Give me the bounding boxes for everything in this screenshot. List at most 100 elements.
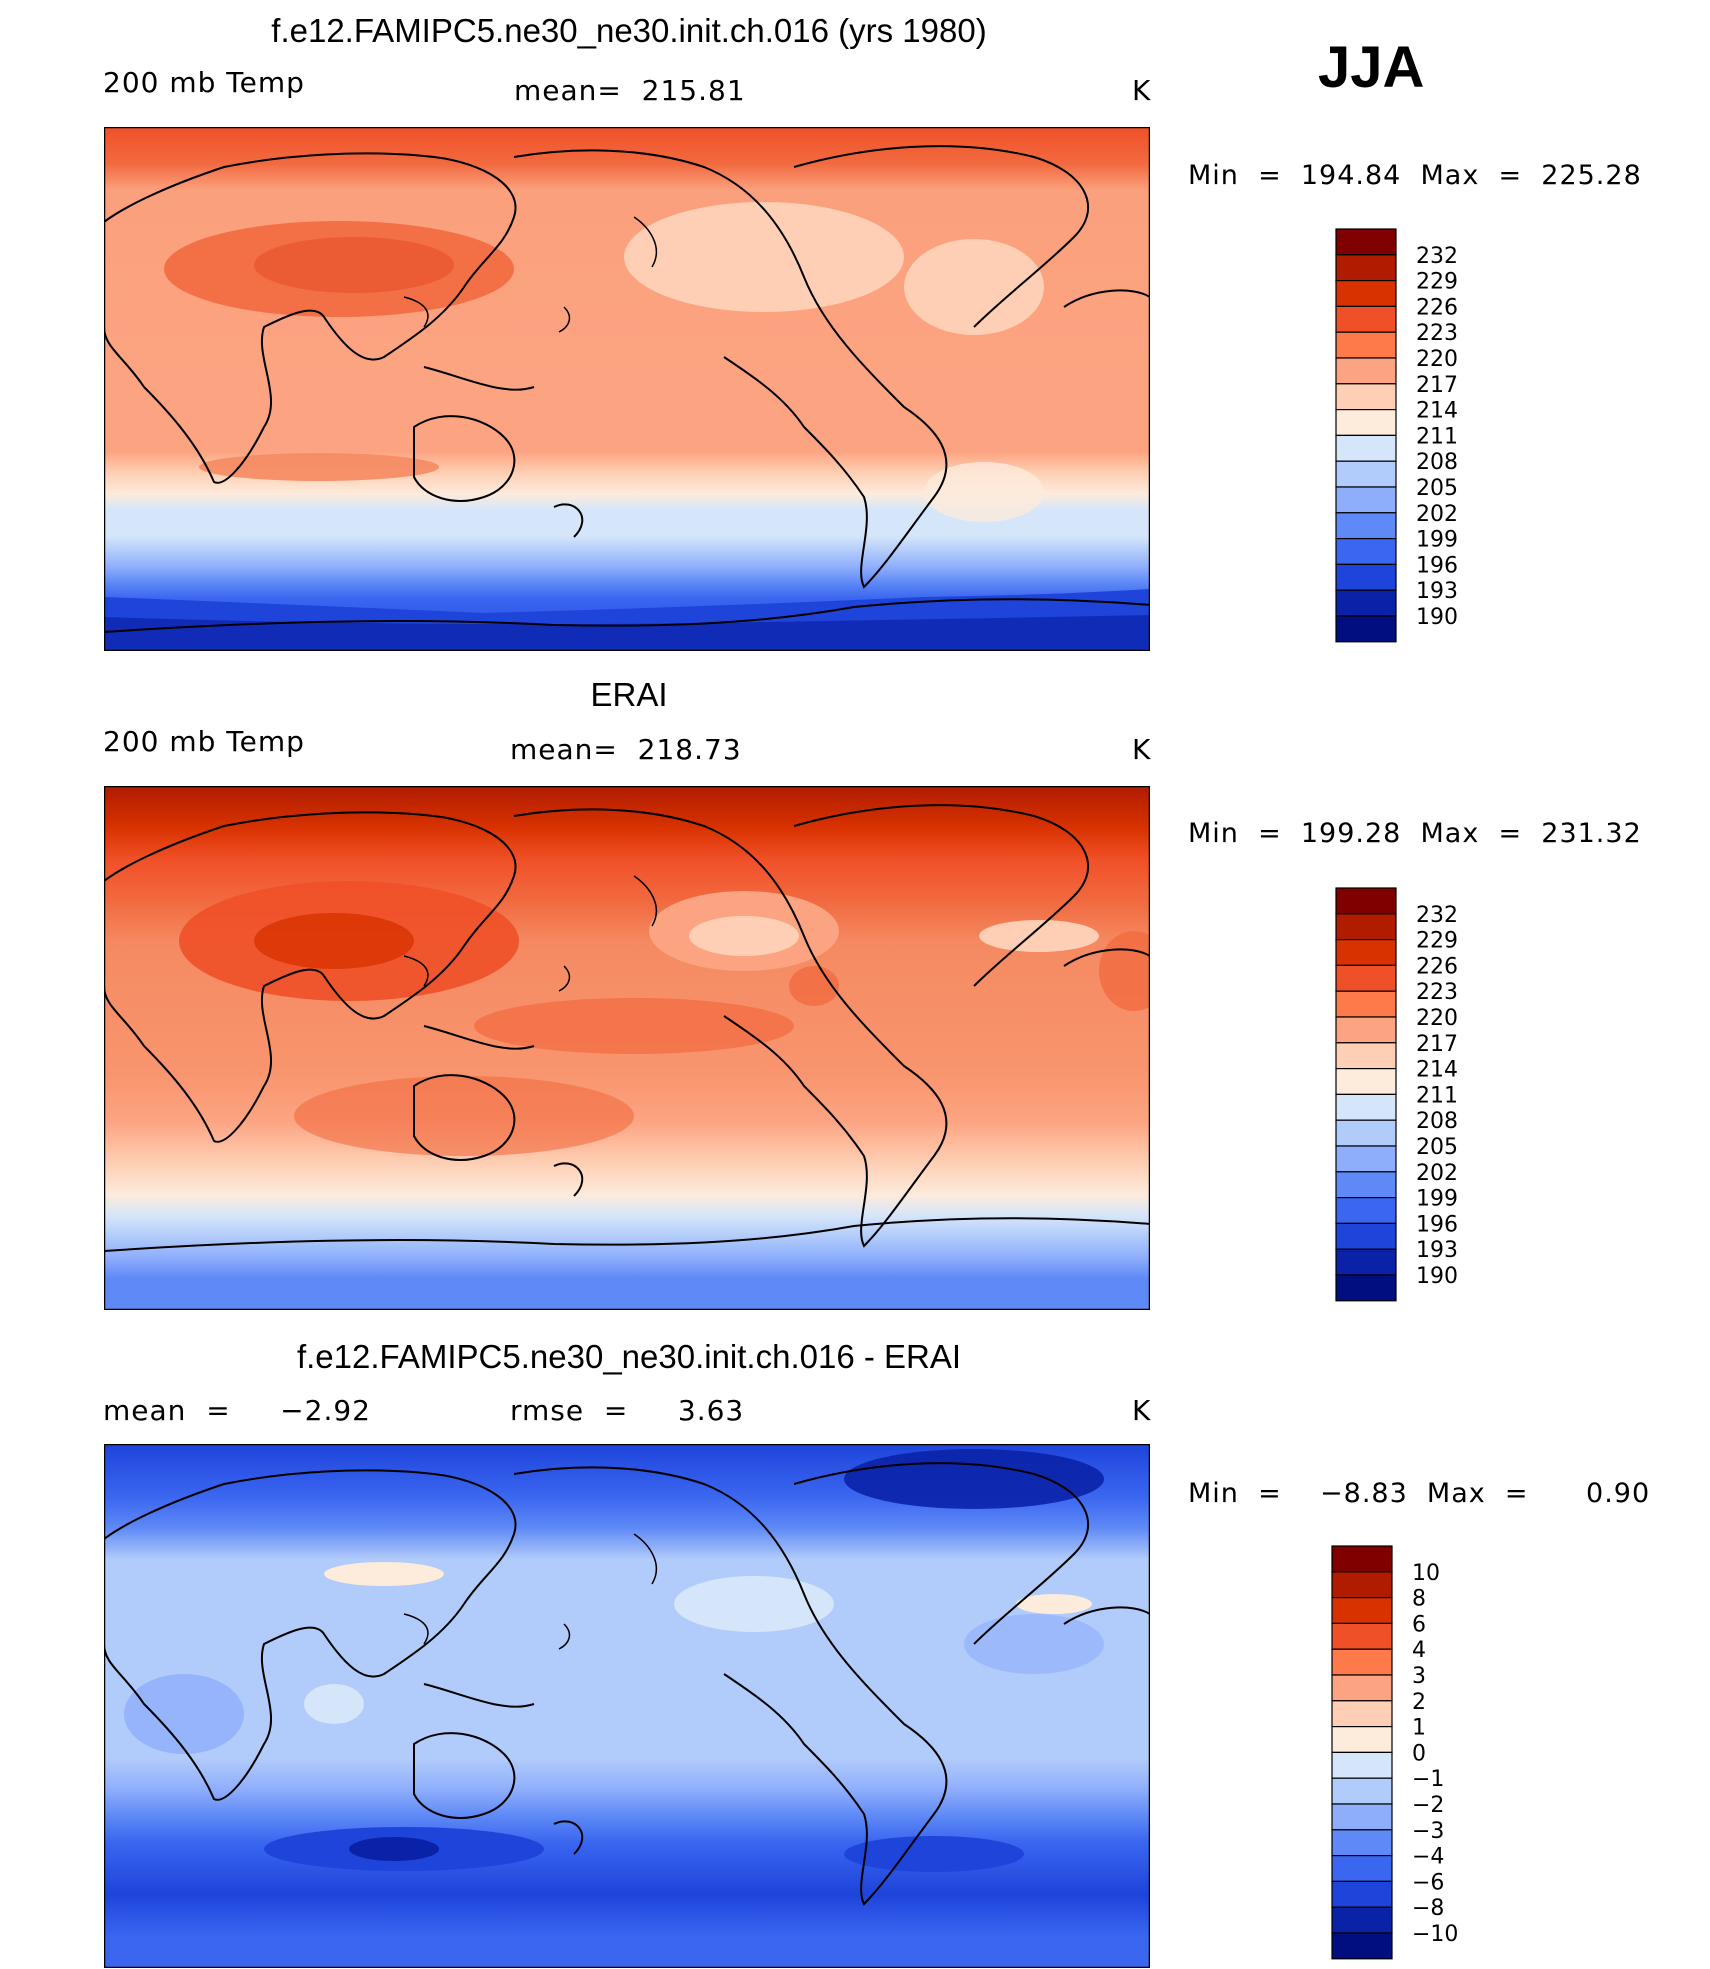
colorbar-swatch xyxy=(1331,1855,1393,1883)
colorbar-swatch xyxy=(1335,1222,1397,1250)
colorbar-swatch xyxy=(1335,434,1397,462)
colorbar-tick-label: 205 xyxy=(1416,476,1458,501)
colorbar-swatch xyxy=(1331,1571,1393,1599)
colorbar-tick-label: 208 xyxy=(1416,1109,1458,1134)
colorbar-tick-label: 190 xyxy=(1416,605,1458,630)
panel1-minmax: Min = 194.84 Max = 225.28 xyxy=(1188,160,1642,191)
colorbar-tick-label: 217 xyxy=(1416,373,1458,398)
colorbar-tick-label: 205 xyxy=(1416,1135,1458,1160)
colorbar-tick-label: 214 xyxy=(1416,399,1458,424)
panel1-title: f.e12.FAMIPC5.ne30_ne30.init.ch.016 (yrs… xyxy=(271,12,987,49)
colorbar-swatch xyxy=(1335,589,1397,617)
season-label: JJA xyxy=(1318,35,1425,100)
colorbar-tick-label: 6 xyxy=(1412,1612,1426,1637)
colorbar-tick-label: 199 xyxy=(1416,1187,1458,1212)
panel3-mean-label: mean = −2.92 xyxy=(103,1394,371,1427)
colorbar-swatch xyxy=(1335,409,1397,437)
colorbar-tick-label: 199 xyxy=(1416,528,1458,553)
colorbar-swatch xyxy=(1331,1545,1393,1573)
colorbar-swatch xyxy=(1335,887,1397,915)
panel3-unit-label: K xyxy=(1132,1394,1152,1427)
colorbar-tick-label: −1 xyxy=(1412,1767,1444,1792)
colorbar-tick-label: −6 xyxy=(1412,1870,1444,1895)
panel1-unit-label: K xyxy=(1132,74,1152,107)
colorbar-swatch xyxy=(1331,1596,1393,1624)
panel2-mean-label: mean= 218.73 xyxy=(510,733,742,766)
colorbar-tick-label: 196 xyxy=(1416,1212,1458,1237)
colorbar-tick-label: 202 xyxy=(1416,502,1458,527)
colorbar-swatch xyxy=(1335,279,1397,307)
colorbar-tick-label: 10 xyxy=(1412,1561,1440,1586)
colorbar-swatch xyxy=(1335,305,1397,333)
colorbar-swatch xyxy=(1335,1093,1397,1121)
panel1-coastlines xyxy=(104,145,1150,633)
colorbar-swatch xyxy=(1331,1803,1393,1831)
colorbar-tick-label: 196 xyxy=(1416,553,1458,578)
colorbar-tick-label: 232 xyxy=(1416,244,1458,269)
colorbar-tick-label: 226 xyxy=(1416,295,1458,320)
colorbar-swatch xyxy=(1331,1700,1393,1728)
panel1-pacific-cool-region xyxy=(624,202,904,312)
panel1-map xyxy=(104,127,1150,651)
panel2-unit-label: K xyxy=(1132,733,1152,766)
colorbar-swatch xyxy=(1335,512,1397,540)
panel2-title: ERAI xyxy=(590,676,668,713)
colorbar-swatch xyxy=(1331,1674,1393,1702)
colorbar-swatch xyxy=(1335,460,1397,488)
colorbar-swatch xyxy=(1335,1042,1397,1070)
colorbar-tick-label: 8 xyxy=(1412,1587,1426,1612)
colorbar-swatch xyxy=(1335,1145,1397,1173)
colorbar-tick-label: 193 xyxy=(1416,579,1458,604)
panel2-colorbar: 2322292262232202172142112082052021991961… xyxy=(1335,887,1458,1302)
colorbar-tick-label: −4 xyxy=(1412,1845,1444,1870)
colorbar-swatch xyxy=(1331,1932,1393,1960)
colorbar-swatch xyxy=(1331,1751,1393,1779)
colorbar-tick-label: 226 xyxy=(1416,954,1458,979)
panel2-minmax: Min = 199.28 Max = 231.32 xyxy=(1188,818,1642,849)
panel3-coastlines xyxy=(104,1462,1150,1906)
colorbar-swatch xyxy=(1335,1068,1397,1096)
panel3-arctic-cold-region xyxy=(844,1449,1104,1509)
colorbar-tick-label: 211 xyxy=(1416,424,1458,449)
colorbar-swatch xyxy=(1331,1648,1393,1676)
colorbar-swatch xyxy=(1335,938,1397,966)
colorbar-swatch xyxy=(1335,331,1397,359)
colorbar-swatch xyxy=(1335,254,1397,282)
colorbar-swatch xyxy=(1335,1248,1397,1276)
panel3-asia-warm-anomaly xyxy=(324,1562,444,1586)
colorbar-swatch xyxy=(1331,1880,1393,1908)
colorbar-tick-label: −2 xyxy=(1412,1793,1444,1818)
colorbar-tick-label: 4 xyxy=(1412,1638,1426,1663)
colorbar-tick-label: 211 xyxy=(1416,1083,1458,1108)
colorbar-swatch xyxy=(1335,1171,1397,1199)
colorbar-swatch xyxy=(1335,1119,1397,1147)
colorbar-swatch xyxy=(1331,1726,1393,1754)
panel3-rmse-label: rmse = 3.63 xyxy=(510,1394,745,1427)
colorbar-tick-label: 1 xyxy=(1412,1716,1426,1741)
colorbar-swatch xyxy=(1335,357,1397,385)
panel2-coastlines xyxy=(104,804,1150,1252)
panel1-variable-label: 200 mb Temp xyxy=(103,66,305,99)
colorbar-swatch xyxy=(1335,1274,1397,1302)
colorbar-tick-label: 2 xyxy=(1412,1690,1426,1715)
colorbar-swatch xyxy=(1335,486,1397,514)
panel2-variable-label: 200 mb Temp xyxy=(103,725,305,758)
colorbar-swatch xyxy=(1335,964,1397,992)
panel1-colorbar: 2322292262232202172142112082052021991961… xyxy=(1335,228,1458,643)
colorbar-swatch xyxy=(1335,228,1397,256)
colorbar-tick-label: 193 xyxy=(1416,1238,1458,1263)
colorbar-swatch xyxy=(1335,538,1397,566)
colorbar-swatch xyxy=(1335,1016,1397,1044)
colorbar-swatch xyxy=(1335,563,1397,591)
colorbar-tick-label: 208 xyxy=(1416,450,1458,475)
colorbar-tick-label: 217 xyxy=(1416,1032,1458,1057)
colorbar-swatch xyxy=(1331,1622,1393,1650)
colorbar-swatch xyxy=(1335,615,1397,643)
colorbar-swatch xyxy=(1331,1829,1393,1857)
colorbar-tick-label: −10 xyxy=(1412,1922,1458,1947)
colorbar-tick-label: 229 xyxy=(1416,929,1458,954)
colorbar-tick-label: 229 xyxy=(1416,270,1458,295)
colorbar-tick-label: 214 xyxy=(1416,1058,1458,1083)
colorbar-tick-label: 223 xyxy=(1416,980,1458,1005)
